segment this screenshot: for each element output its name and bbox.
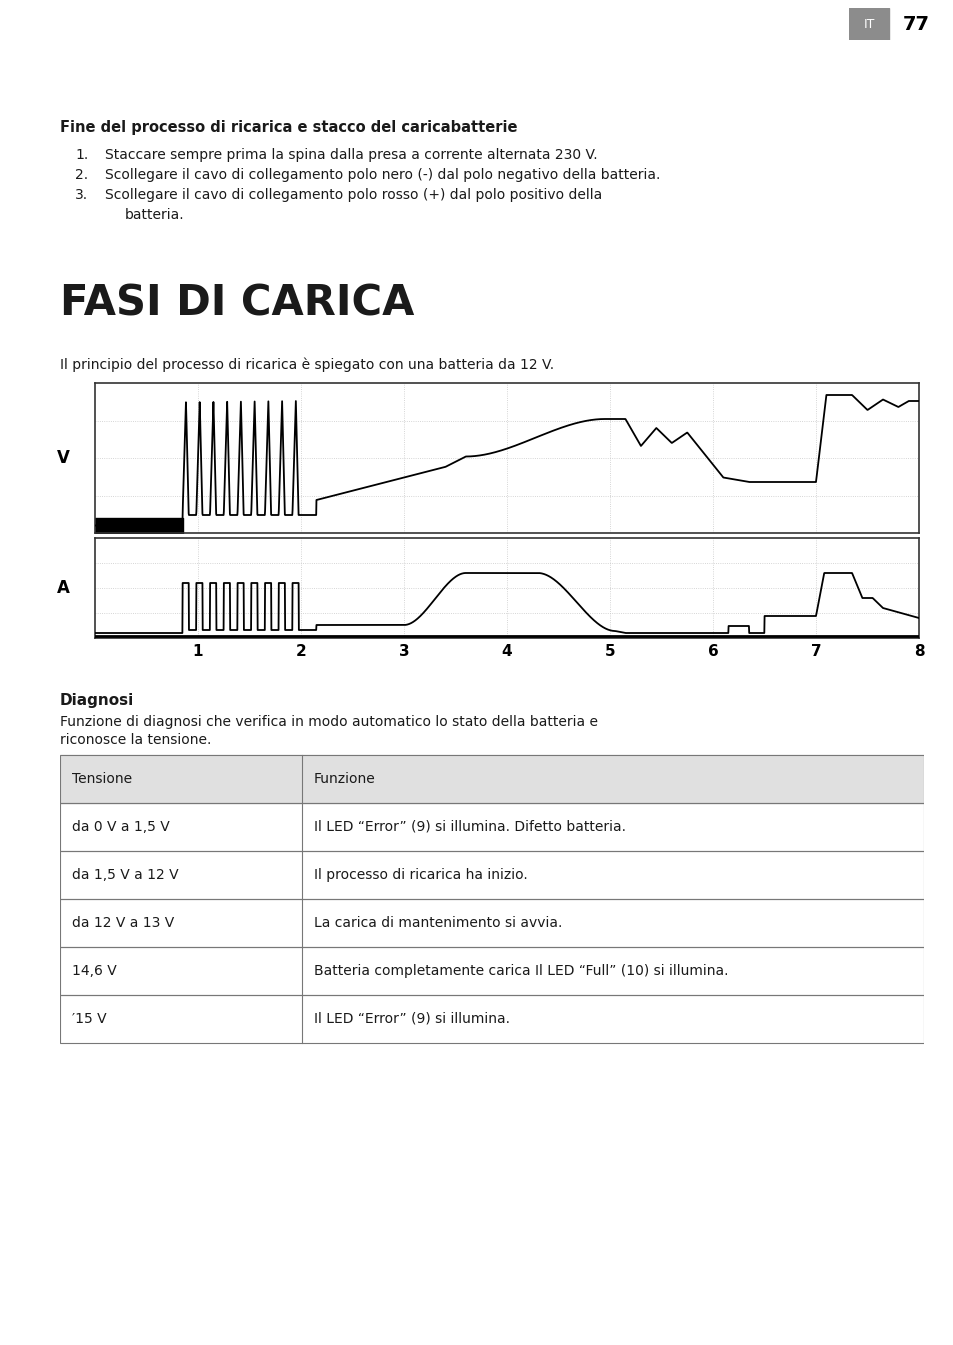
Text: Il processo di ricarica ha inizio.: Il processo di ricarica ha inizio. (314, 868, 527, 882)
Text: 2.: 2. (75, 168, 88, 182)
Text: Il principio del processo di ricarica è spiegato con una batteria da 12 V.: Il principio del processo di ricarica è … (60, 358, 554, 373)
Text: Fine del processo di ricarica e stacco del caricabatterie: Fine del processo di ricarica e stacco d… (60, 120, 517, 134)
Text: 3.: 3. (75, 188, 88, 202)
Text: IT: IT (862, 17, 874, 31)
Text: 1.: 1. (75, 148, 89, 161)
Text: Funzione: Funzione (314, 772, 375, 785)
Bar (60, 995, 923, 1042)
Text: Staccare sempre prima la spina dalla presa a corrente alternata 230 V.: Staccare sempre prima la spina dalla pre… (105, 148, 597, 161)
Text: Il LED “Error” (9) si illumina. Difetto batteria.: Il LED “Error” (9) si illumina. Difetto … (314, 820, 625, 834)
Text: Scollegare il cavo di collegamento polo rosso (+) dal polo positivo della: Scollegare il cavo di collegamento polo … (105, 188, 601, 202)
Text: 77: 77 (902, 15, 929, 34)
Text: La carica di mantenimento si avvia.: La carica di mantenimento si avvia. (314, 916, 561, 929)
Text: Batteria completamente carica Il LED “Full” (10) si illumina.: Batteria completamente carica Il LED “Fu… (314, 964, 728, 978)
Bar (60, 803, 923, 851)
Bar (848, 8, 888, 40)
Text: da 1,5 V a 12 V: da 1,5 V a 12 V (71, 868, 178, 882)
Text: da 0 V a 1,5 V: da 0 V a 1,5 V (71, 820, 170, 834)
Text: V: V (57, 449, 71, 467)
Bar (60, 755, 923, 803)
Bar (60, 755, 923, 803)
Bar (60, 947, 923, 995)
Text: FASI DI CARICA: FASI DI CARICA (60, 282, 414, 325)
Text: batteria.: batteria. (125, 208, 185, 222)
Text: da 12 V a 13 V: da 12 V a 13 V (71, 916, 174, 929)
Text: A: A (57, 578, 71, 597)
Text: ′15 V: ′15 V (71, 1011, 107, 1026)
Text: Scollegare il cavo di collegamento polo nero (-) dal polo negativo della batteri: Scollegare il cavo di collegamento polo … (105, 168, 659, 182)
Text: Diagnosi: Diagnosi (60, 693, 134, 707)
Text: 14,6 V: 14,6 V (71, 964, 116, 978)
Text: Funzione di diagnosi che verifica in modo automatico lo stato della batteria e: Funzione di diagnosi che verifica in mod… (60, 716, 598, 729)
Bar (60, 898, 923, 947)
Bar (60, 851, 923, 898)
Text: Tensione: Tensione (71, 772, 132, 785)
Text: riconosce la tensione.: riconosce la tensione. (60, 733, 212, 746)
Text: Il LED “Error” (9) si illumina.: Il LED “Error” (9) si illumina. (314, 1011, 510, 1026)
